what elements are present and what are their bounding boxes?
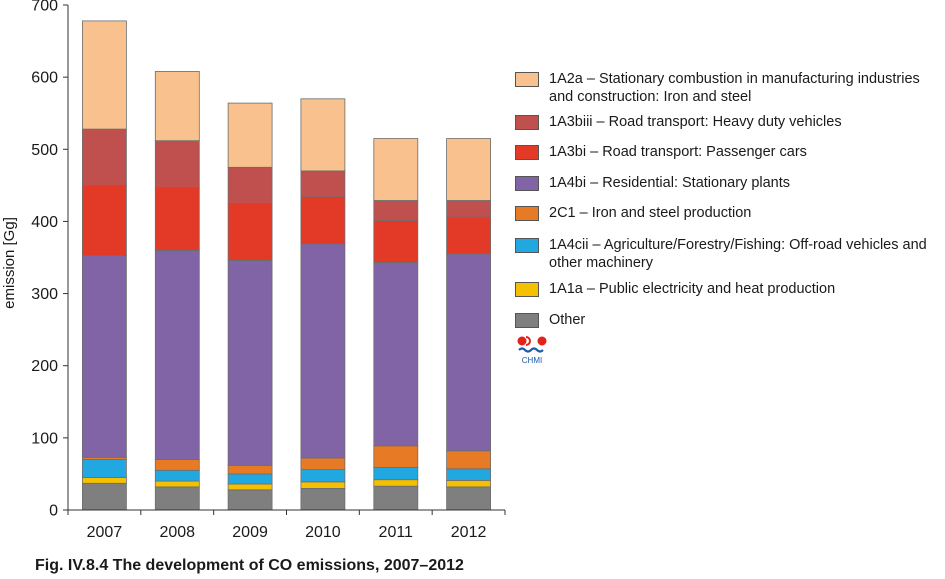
y-tick-label-100: 100 [31, 430, 58, 447]
legend-swatch [515, 206, 539, 221]
bar-segment-2007-6 [82, 128, 127, 186]
figure-caption: Fig. IV.8.4 The development of CO emissi… [35, 557, 464, 574]
bar-segment-2011-6 [373, 200, 419, 222]
bar-segment-2010-3 [300, 457, 346, 471]
bar-segment-2011-5 [373, 220, 419, 263]
bar-segment-2008-6 [154, 140, 200, 188]
bar-segment-2009-1 [227, 483, 273, 491]
legend-item: 1A4cii – Agriculture/Forestry/Fishing: O… [515, 236, 944, 272]
bar-segment-2009-4 [227, 259, 273, 466]
bar-segment-2010-1 [300, 481, 346, 489]
bar-segment-2009-5 [227, 202, 273, 261]
legend-swatch [515, 238, 539, 253]
bar-segment-2009-0 [227, 489, 273, 511]
bar-segment-2007-0 [82, 482, 127, 511]
bar-segment-2011-0 [373, 485, 419, 511]
legend-item: 1A4bi – Residential: Stationary plants [515, 174, 944, 192]
legend-swatch [515, 282, 539, 297]
bar-segment-2011-3 [373, 445, 419, 468]
bar-segment-2011-4 [373, 262, 419, 447]
legend-item: Other [515, 311, 944, 329]
legend-label: 1A3bi – Road transport: Passenger cars [549, 144, 807, 160]
x-tick-label-2010: 2010 [305, 524, 341, 541]
x-tick-label-2008: 2008 [159, 524, 195, 541]
legend-item: 1A3bi – Road transport: Passenger cars [515, 143, 944, 161]
legend-item: 1A3biii – Road transport: Heavy duty veh… [515, 113, 944, 131]
y-tick-label-300: 300 [31, 286, 58, 303]
bar-segment-2008-2 [154, 469, 200, 482]
x-tick-label-2011: 2011 [379, 524, 414, 541]
bar-segment-2012-4 [446, 253, 492, 452]
bar-segment-2012-1 [446, 479, 492, 488]
y-tick-label-0: 0 [49, 503, 58, 520]
legend-label: 1A1a – Public electricity and heat produ… [549, 281, 836, 297]
legend-label: Other [549, 312, 586, 328]
legend-item: 1A1a – Public electricity and heat produ… [515, 280, 944, 298]
bar-segment-2009-6 [227, 166, 273, 204]
bar-segment-2008-3 [154, 459, 200, 471]
axes-group: 2007 2008 2009 2010 2011 2012 0 100 200 300 400 500… [31, 0, 506, 541]
bar-segment-2012-0 [446, 486, 492, 511]
bar-segment-2007-7 [82, 20, 127, 130]
bar-segment-2010-4 [300, 243, 346, 459]
x-tick-label-2012: 2012 [451, 524, 487, 541]
legend-label: 1A2a – Stationary combustion in manufact… [549, 71, 920, 105]
y-tick-label-700: 700 [31, 0, 58, 15]
x-tick-label-2007: 2007 [87, 524, 123, 541]
chmi-logo-icon [517, 336, 547, 353]
y-tick-label-500: 500 [31, 142, 58, 159]
bar-segment-2011-7 [373, 138, 419, 201]
x-tick-label-2009: 2009 [232, 524, 268, 541]
legend-swatch [515, 145, 539, 160]
bar-segment-2010-0 [300, 487, 346, 511]
bar-segment-2007-1 [82, 477, 127, 484]
bar-segment-2010-6 [300, 170, 346, 198]
bar-segment-2012-3 [446, 450, 492, 470]
chmi-logo: CHMI [516, 335, 548, 369]
bar-segment-2012-2 [446, 468, 492, 481]
bar-segment-2011-2 [373, 466, 419, 481]
bar-segment-2007-4 [82, 254, 127, 458]
y-axis-title: emission [Gg] [1, 217, 18, 309]
legend-swatch [515, 72, 539, 87]
bar-segment-2008-5 [154, 187, 200, 251]
chmi-logo-text: CHMI [521, 356, 543, 365]
bars-group [82, 20, 492, 511]
legend-item: 2C1 – Iron and steel production [515, 204, 944, 222]
bar-segment-2008-1 [154, 480, 200, 488]
y-tick-label-400: 400 [31, 214, 58, 231]
bar-segment-2010-7 [300, 98, 346, 172]
y-tick-label-600: 600 [31, 70, 58, 87]
bar-segment-2008-7 [154, 71, 200, 142]
legend-label: 2C1 – Iron and steel production [549, 205, 752, 221]
legend-swatch [515, 313, 539, 328]
bar-segment-2007-2 [82, 459, 127, 478]
legend-label: 1A4bi – Residential: Stationary plants [549, 175, 791, 191]
legend-swatch [515, 176, 539, 191]
bar-segment-2012-5 [446, 216, 492, 255]
bar-segment-2009-7 [227, 102, 273, 168]
bar-segment-2007-5 [82, 184, 127, 256]
legend-swatch [515, 115, 539, 130]
legend-label: 1A3biii – Road transport: Heavy duty veh… [549, 114, 842, 130]
bar-segment-2012-7 [446, 138, 492, 201]
bar-segment-2010-5 [300, 196, 346, 245]
bar-segment-2011-1 [373, 479, 419, 487]
bar-segment-2010-2 [300, 469, 346, 483]
bar-segment-2008-4 [154, 249, 200, 460]
bar-segment-2009-2 [227, 473, 273, 485]
legend-item: 1A2a – Stationary combustion in manufact… [515, 70, 944, 106]
legend-label: 1A4cii – Agriculture/Forestry/Fishing: O… [549, 237, 927, 271]
bar-segment-2008-0 [154, 486, 200, 511]
bar-segment-2009-3 [227, 464, 273, 475]
bar-segment-2012-6 [446, 200, 492, 218]
y-tick-label-200: 200 [31, 358, 58, 375]
